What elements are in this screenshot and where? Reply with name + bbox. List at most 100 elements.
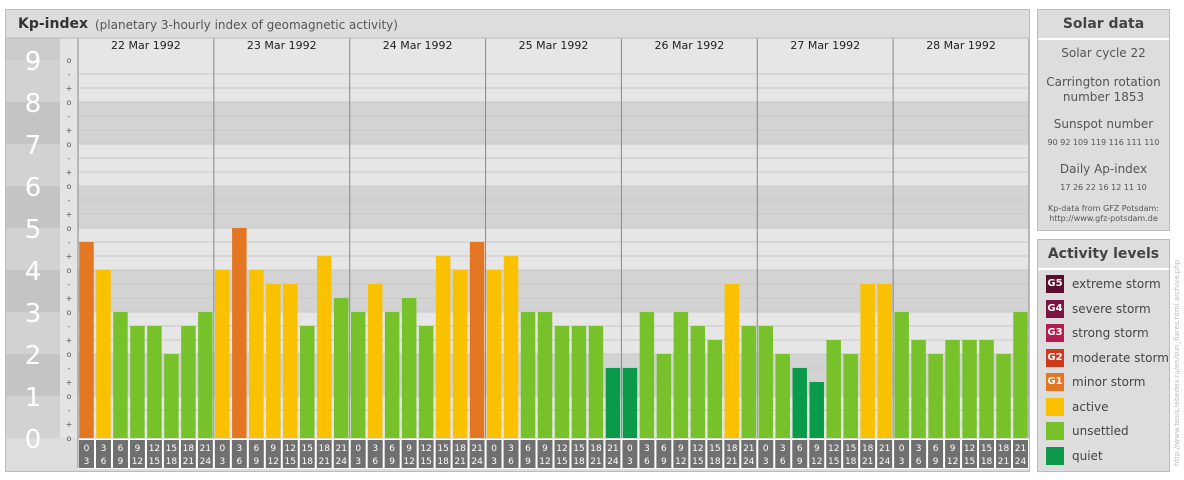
interval-cell [945,440,961,468]
day-label: 27 Mar 1992 [790,39,860,52]
interval-start-label: 18 [590,444,602,454]
interval-end-label: 12 [403,457,414,467]
kp-bar [588,325,604,438]
interval-cell [265,440,281,468]
legend-swatch [1046,397,1064,416]
credit-line1: Kp-data from GFZ Potsdam: [1048,204,1159,213]
interval-start-label: 15 [166,444,177,454]
legend-label: minor storm [1072,375,1146,389]
minor-tick-label: o [67,224,72,233]
interval-start-label: 21 [743,444,754,454]
credit-line2: http://www.gfz-potsdam.de [1049,214,1158,223]
y-label-band [6,312,60,354]
interval-start-label: 6 [118,444,124,454]
legend-swatch [1046,446,1064,465]
minor-tick-label: - [68,406,71,415]
legend-item: G4 severe storm [1046,299,1151,319]
kp-bar [673,312,689,438]
kp-bar [418,325,434,438]
kp-bar [928,354,943,438]
y-tick-label: 3 [25,299,42,329]
interval-end-label: 6 [508,457,514,467]
minor-tick-label: o [67,140,72,149]
kp-bar [503,256,519,438]
activity-levels-panel: Activity levels G5 extreme storm G4 severe … [1037,239,1170,472]
interval-start-label: 18 [454,444,466,454]
interval-cell [656,440,672,468]
kp-bar [690,325,706,438]
interval-start-label: 21 [1015,444,1026,454]
legend-label: unsettled [1072,424,1129,438]
interval-cell [843,440,859,468]
interval-cell [350,440,366,468]
interval-start-label: 18 [183,444,195,454]
kp-bar [843,354,858,438]
minor-tick-label: - [68,112,71,121]
kp-band [78,102,1029,144]
interval-cell [962,440,978,468]
y-tick-label: 8 [25,89,42,119]
interval-end-label: 21 [319,457,330,467]
kp-bar [554,325,570,438]
interval-start-label: 9 [270,444,276,454]
y-label-band [6,186,60,228]
interval-end-label: 24 [335,457,347,467]
interval-end-label: 3 [491,457,497,467]
interval-start-label: 9 [542,444,548,454]
interval-end-label: 3 [627,457,633,467]
interval-start-label: 12 [692,444,703,454]
kp-bar [622,367,638,438]
interval-start-label: 3 [508,444,514,454]
interval-cell [877,440,893,468]
kp-bar [979,340,994,438]
interval-cell [316,440,332,468]
interval-end-label: 18 [573,457,585,467]
interval-start-label: 15 [981,444,992,454]
interval-end-label: 6 [644,457,650,467]
interval-end-label: 12 [947,457,958,467]
interval-cell [605,440,621,468]
interval-cell [758,440,774,468]
kp-bar [639,312,655,438]
minor-tick-label: + [66,210,73,219]
minor-tick-label: + [66,294,73,303]
kp-bar [792,367,807,438]
interval-start-label: 6 [933,444,939,454]
interval-cell [809,440,825,468]
interval-start-label: 18 [726,444,738,454]
minor-tick-label: - [68,70,71,79]
kp-bar [1013,312,1028,438]
kp-band [78,186,1029,228]
y-label-band [6,60,60,102]
day-label: 28 Mar 1992 [926,39,996,52]
legend-swatch: G1 [1046,373,1064,391]
interval-end-label: 24 [879,457,891,467]
minor-tick-label: - [68,154,71,163]
y-tick-label: 7 [25,131,42,161]
interval-start-label: 6 [525,444,531,454]
day-label: 23 Mar 1992 [247,39,317,52]
interval-cell [996,440,1012,468]
ap-numbers: 17 26 22 16 12 11 10 [1060,183,1147,192]
y-tick-label: 2 [25,341,42,371]
legend-item: G2 moderate storm [1046,348,1169,368]
kp-bar [435,256,451,438]
interval-cell [282,440,298,468]
interval-cell [792,440,808,468]
minor-tick-column [60,38,78,438]
interval-start-label: 21 [607,444,618,454]
day-label: 24 Mar 1992 [383,39,453,52]
minor-tick-label: o [67,98,72,107]
y-tick-label: 5 [25,215,42,245]
interval-start-label: 3 [236,444,242,454]
interval-cell [231,440,247,468]
legend-swatch: G3 [1046,324,1064,342]
interval-cell [452,440,468,468]
kp-bar [266,283,281,438]
interval-start-label: 12 [285,444,296,454]
kp-band [78,144,1029,186]
interval-cell [503,440,519,468]
interval-cell [1013,440,1028,468]
minor-tick-label: o [67,308,72,317]
kp-bar [809,382,824,438]
